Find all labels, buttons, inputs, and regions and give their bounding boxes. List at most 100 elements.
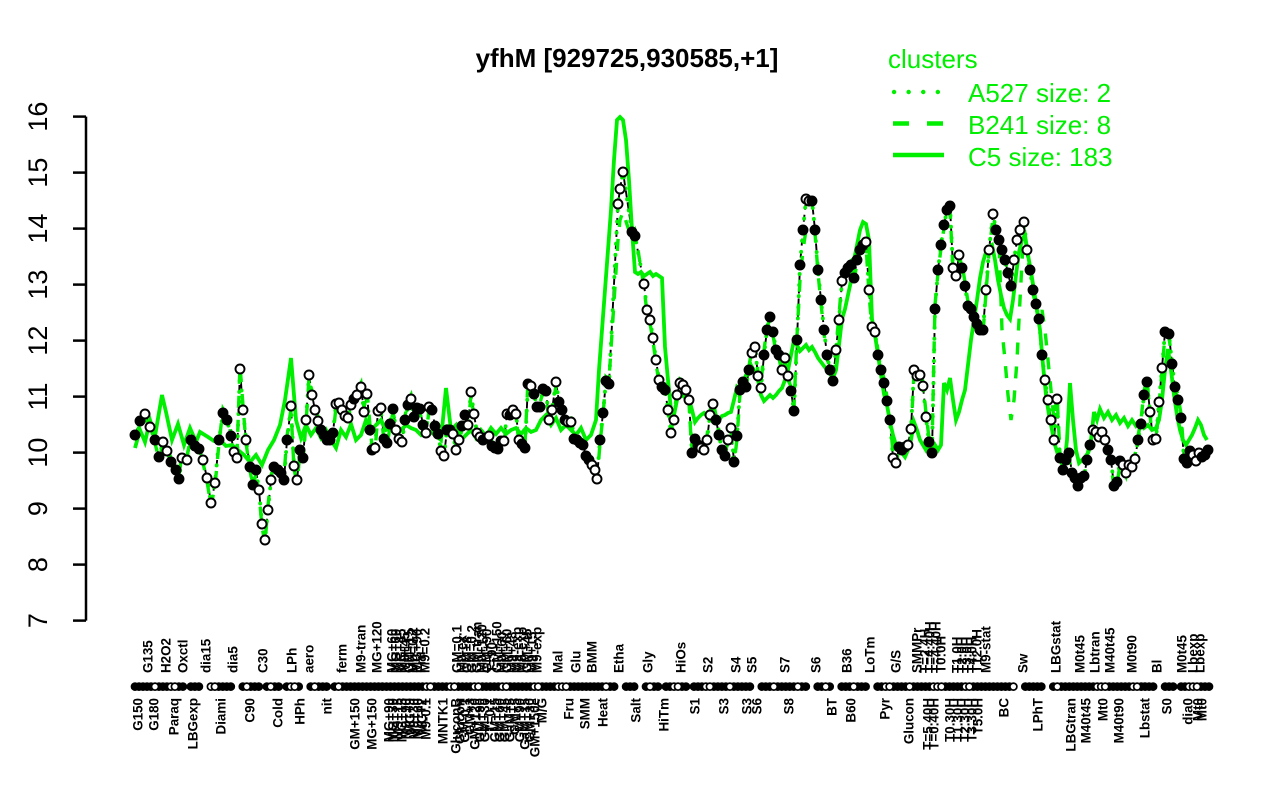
svg-text:M9-0.1: M9-0.1 [419, 697, 434, 739]
svg-text:Glucon: Glucon [902, 698, 917, 744]
svg-text:M9+15: M9+15 [391, 697, 406, 739]
svg-text:T2.30H: T2.30H [958, 698, 973, 742]
svg-text:S4: S4 [729, 656, 744, 673]
svg-text:T0.30H: T0.30H [943, 698, 958, 742]
svg-text:MG+90: MG+90 [382, 698, 397, 742]
svg-text:T5.0H: T5.0H [971, 698, 986, 734]
svg-text:Oxctl: Oxctl [176, 640, 191, 674]
svg-text:S1: S1 [688, 697, 703, 714]
svg-text:M9-ex: M9-ex [455, 634, 470, 673]
svg-text:T=0.1: T=0.1 [483, 697, 498, 732]
svg-text:MG+45: MG+45 [394, 628, 409, 673]
svg-text:14: 14 [23, 214, 53, 244]
svg-text:MG+120: MG+120 [370, 621, 385, 673]
svg-text:T=4.40H: T=4.40H [923, 621, 938, 673]
svg-text:Mt0: Mt0 [1195, 698, 1210, 721]
svg-text:S0: S0 [1160, 698, 1175, 714]
svg-text:7: 7 [23, 613, 53, 628]
svg-text:13: 13 [23, 270, 53, 300]
svg-text:HiOs: HiOs [674, 642, 689, 673]
svg-text:GM+8: GM+8 [460, 636, 475, 673]
svg-text:S3: S3 [717, 698, 732, 714]
svg-text:Lbstat: Lbstat [1138, 697, 1153, 738]
svg-text:M9-exp: M9-exp [515, 627, 530, 673]
svg-text:M9-exp: M9-exp [510, 627, 525, 673]
svg-text:M/G: M/G [535, 698, 550, 723]
svg-text:S7: S7 [778, 657, 793, 673]
svg-text:G180: G180 [147, 698, 162, 731]
svg-text:Fru: Fru [414, 651, 429, 673]
svg-text:Glucon: Glucon [453, 698, 468, 744]
svg-text:S6: S6 [809, 657, 824, 673]
svg-text:Mal: Mal [551, 651, 566, 673]
svg-text:S3: S3 [740, 698, 755, 714]
svg-text:M9+45: M9+45 [398, 631, 413, 673]
svg-text:Paraq: Paraq [167, 698, 182, 735]
svg-text:dia0: dia0 [1181, 698, 1196, 725]
svg-text:H2O2: H2O2 [159, 638, 174, 673]
svg-text:G/S: G/S [889, 650, 904, 673]
svg-text:LPhT: LPhT [1031, 697, 1046, 731]
svg-text:MG+2: MG+2 [415, 698, 430, 735]
svg-text:GaM+15: GaM+15 [518, 697, 533, 749]
svg-text:C5 size: 183: C5 size: 183 [968, 142, 1113, 172]
svg-text:G135: G135 [141, 640, 156, 673]
svg-text:B241 size: 8: B241 size: 8 [968, 110, 1111, 140]
svg-text:M9-exp: M9-exp [530, 627, 545, 673]
svg-text:M0t90: M0t90 [1125, 635, 1140, 673]
svg-text:T2.0H: T2.0H [955, 637, 970, 673]
svg-text:Lbexp: Lbexp [1186, 634, 1201, 673]
svg-text:Lbtran: Lbtran [1088, 631, 1103, 673]
svg-text:Glu: Glu [569, 651, 584, 673]
svg-text:M9-stat: M9-stat [979, 626, 994, 673]
svg-text:SMM: SMM [578, 698, 593, 729]
svg-text:S6: S6 [750, 698, 765, 714]
svg-text:Mt0: Mt0 [1191, 698, 1206, 721]
svg-text:GM+15: GM+15 [402, 628, 417, 673]
svg-text:Sw: Sw [1016, 653, 1031, 673]
svg-text:T=2.4H: T=2.4H [918, 629, 933, 673]
svg-text:GM+3: GM+3 [463, 698, 478, 735]
svg-text:M0t45: M0t45 [1175, 634, 1190, 673]
svg-text:Pyr: Pyr [878, 697, 893, 719]
svg-text:T=90: T=90 [485, 642, 500, 673]
svg-text:M9+60: M9+60 [411, 698, 426, 739]
svg-text:M9+48: M9+48 [505, 631, 520, 673]
svg-text:MG+60: MG+60 [389, 629, 404, 673]
svg-text:GM+60: GM+60 [493, 698, 508, 742]
svg-text:Diami: Diami [214, 698, 229, 734]
svg-text:M9+15: M9+15 [525, 631, 540, 673]
svg-text:T12.0H: T12.0H [970, 629, 985, 673]
svg-text:MG+30: MG+30 [386, 698, 401, 742]
svg-text:dia5: dia5 [226, 646, 241, 673]
svg-text:S2: S2 [701, 657, 716, 673]
svg-text:8: 8 [23, 557, 53, 572]
svg-text:GM+150: GM+150 [348, 698, 363, 750]
svg-text:M9-tran: M9-tran [354, 625, 369, 673]
svg-text:12: 12 [23, 326, 53, 356]
svg-text:M40t90: M40t90 [1112, 698, 1127, 743]
svg-text:MG+150: MG+150 [365, 698, 380, 750]
svg-text:GM+15: GM+15 [488, 697, 503, 742]
svg-text:C90: C90 [243, 698, 258, 723]
svg-text:Mg=0.2: Mg=0.2 [406, 627, 421, 673]
svg-text:T0:0H: T0:0H [934, 636, 949, 673]
svg-text:B60: B60 [844, 698, 859, 723]
svg-text:Lbexp: Lbexp [1193, 634, 1208, 673]
svg-text:LoTm: LoTm [863, 636, 878, 673]
svg-text:10: 10 [23, 438, 53, 468]
svg-text:BT: BT [825, 697, 840, 716]
svg-text:GM+150: GM+150 [490, 621, 505, 673]
svg-text:G150: G150 [131, 698, 146, 731]
svg-text:LBGexp: LBGexp [186, 698, 201, 749]
svg-text:GM+150e: GM+150e [528, 698, 543, 757]
svg-text:LBGtran: LBGtran [1064, 698, 1079, 752]
svg-text:MG+90: MG+90 [410, 629, 425, 673]
svg-text:M9=0.2: M9=0.2 [418, 628, 433, 673]
svg-text:T=5.40H: T=5.40H [921, 698, 936, 750]
svg-text:M40t45: M40t45 [1079, 697, 1094, 743]
svg-text:MG+15: MG+15 [395, 697, 410, 742]
svg-text:M40t45: M40t45 [1103, 627, 1118, 673]
svg-text:T3.0H: T3.0H [960, 637, 975, 673]
svg-text:Mt0: Mt0 [1096, 698, 1111, 721]
